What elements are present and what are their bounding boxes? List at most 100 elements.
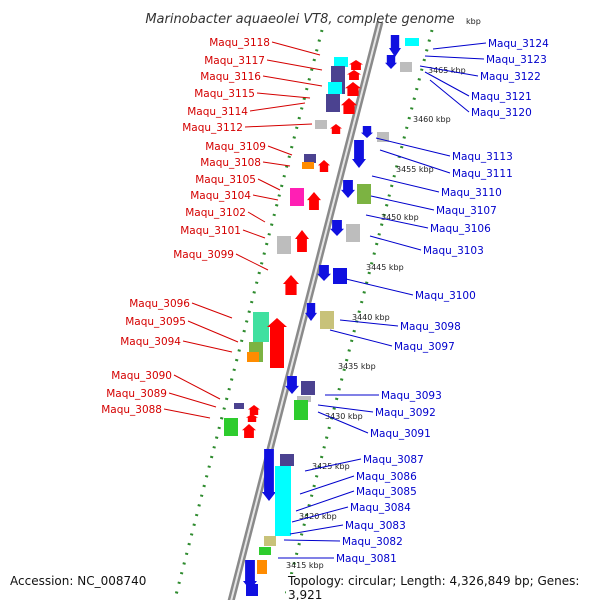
gene-leader-line [168, 392, 217, 408]
gene-label[interactable]: Maqu_3114 [187, 106, 248, 118]
gene-label[interactable]: Maqu_3104 [190, 190, 251, 202]
gene-label[interactable]: Maqu_3082 [342, 536, 403, 548]
gene-feature [377, 132, 389, 142]
right-gene-labels: Maqu_3124 Maqu_3123 Maqu_3122 Maqu_3121 Maqu… [278, 38, 549, 565]
gene-leader-line [271, 41, 321, 56]
kbp-tick-label: 3425 kbp [312, 462, 350, 471]
gene-label[interactable]: Maqu_3109 [205, 141, 266, 153]
gene-arrow-reverse [285, 376, 299, 394]
gene-leader-line [252, 194, 279, 201]
gene-label[interactable]: Maqu_3089 [106, 388, 167, 400]
gene-label[interactable]: Maqu_3105 [195, 174, 256, 186]
gene-label[interactable]: Maqu_3099 [173, 249, 234, 261]
gene-leader-line [345, 278, 414, 296]
genome-backbone-highlight [230, 21, 381, 600]
gene-label[interactable]: Maqu_3090 [111, 370, 172, 382]
gene-label[interactable]: Maqu_3084 [350, 502, 411, 514]
gene-feature [246, 584, 258, 596]
gene-leader-line [291, 506, 349, 523]
kbp-tick-label: 3455 kbp [396, 165, 434, 174]
gene-label[interactable]: Maqu_3107 [436, 205, 497, 217]
gene-leader-line [262, 161, 291, 167]
gene-label[interactable]: Maqu_3103 [423, 245, 484, 257]
gene-label[interactable]: Maqu_3106 [430, 223, 491, 235]
gene-label[interactable]: Maqu_3085 [356, 486, 417, 498]
gene-label[interactable]: Maqu_3113 [452, 151, 513, 163]
gene-arrow-forward [246, 414, 258, 422]
gene-label[interactable]: Maqu_3083 [345, 520, 406, 532]
gene-leader-line [257, 178, 281, 191]
gene-label[interactable]: Maqu_3121 [471, 91, 532, 103]
gene-label[interactable]: Maqu_3088 [101, 404, 162, 416]
gene-leader-line [242, 229, 266, 239]
gene-label[interactable]: Maqu_3097 [394, 341, 455, 353]
gene-arrow-reverse [361, 126, 373, 138]
gene-arrow-forward [267, 318, 287, 368]
gene-leader-line [187, 320, 239, 343]
gene-label[interactable]: Maqu_3096 [129, 298, 190, 310]
gene-label[interactable]: Maqu_3093 [381, 390, 442, 402]
gene-label[interactable]: Maqu_3123 [486, 54, 547, 66]
gene-feature [224, 418, 238, 436]
gene-feature [297, 396, 311, 402]
gene-arrow-forward [318, 160, 330, 172]
gene-label[interactable]: Maqu_3091 [370, 428, 431, 440]
gene-label[interactable]: Maqu_3102 [185, 207, 246, 219]
kbp-tick-label: 3430 kbp [325, 412, 363, 421]
gene-label[interactable]: Maqu_3115 [194, 88, 255, 100]
gene-leader-line [266, 59, 323, 71]
accession-text: Accession: NC_008740 [8, 574, 149, 588]
gene-label[interactable]: Maqu_3092 [375, 407, 436, 419]
gene-leader-line [369, 235, 422, 251]
gene-leader-line [191, 302, 233, 319]
gene-feature [304, 154, 316, 163]
gene-label[interactable]: Maqu_3087 [363, 454, 424, 466]
topology-text: Topology: circular; Length: 4,326,849 bp… [286, 574, 600, 600]
gene-label[interactable]: Maqu_3117 [204, 55, 265, 67]
gene-label[interactable]: Maqu_3111 [452, 168, 513, 180]
gene-label[interactable]: Maqu_3101 [180, 225, 241, 237]
gene-label[interactable]: Maqu_3124 [488, 38, 549, 50]
gene-arrow-reverse [341, 180, 355, 198]
gene-arrow-reverse [305, 303, 317, 321]
gene-arrow-forward [349, 60, 363, 70]
gene-feature [405, 38, 419, 46]
gene-feature [320, 311, 334, 329]
gene-leader-line [429, 79, 470, 113]
gene-label[interactable]: Maqu_3100 [415, 290, 476, 302]
gene-label[interactable]: Maqu_3122 [480, 71, 541, 83]
gene-label[interactable]: Maqu_3094 [120, 336, 181, 348]
gene-feature [294, 400, 308, 420]
right-track-guide [284, 29, 434, 596]
gene-label[interactable]: Maqu_3112 [182, 122, 243, 134]
gene-feature [301, 381, 315, 395]
gene-label[interactable]: Maqu_3081 [336, 553, 397, 565]
gene-arrow-reverse [262, 449, 276, 501]
gene-label[interactable]: Maqu_3110 [441, 187, 502, 199]
gene-leader-line [370, 195, 435, 211]
gene-feature [259, 547, 271, 555]
gene-leader-line [299, 475, 355, 495]
gene-feature [400, 62, 412, 72]
gene-feature [328, 82, 342, 94]
gene-feature [302, 162, 314, 169]
gene-leader-line [424, 55, 485, 60]
left-gene-labels: Maqu_3118 Maqu_3117 Maqu_3116 Maqu_3115 Maqu… [101, 37, 323, 419]
gene-label[interactable]: Maqu_3095 [125, 316, 186, 328]
gene-leader-line [262, 75, 323, 87]
kbp-tick-label: 3415 kbp [286, 561, 324, 570]
gene-label[interactable]: Maqu_3118 [209, 37, 270, 49]
kbp-tick-label: 3450 kbp [381, 213, 419, 222]
gene-leader-line [375, 137, 451, 157]
kbp-tick-label: 3435 kbp [338, 362, 376, 371]
gene-label[interactable]: Maqu_3116 [200, 71, 261, 83]
gene-leader-line [256, 92, 311, 99]
gene-label[interactable]: Maqu_3086 [356, 471, 417, 483]
gene-label[interactable]: Maqu_3098 [400, 321, 461, 333]
gene-leader-line [173, 374, 221, 400]
gene-arrow-forward [248, 405, 260, 415]
gene-label[interactable]: Maqu_3120 [471, 107, 532, 119]
gene-label[interactable]: Maqu_3108 [200, 157, 261, 169]
gene-feature [275, 466, 291, 536]
